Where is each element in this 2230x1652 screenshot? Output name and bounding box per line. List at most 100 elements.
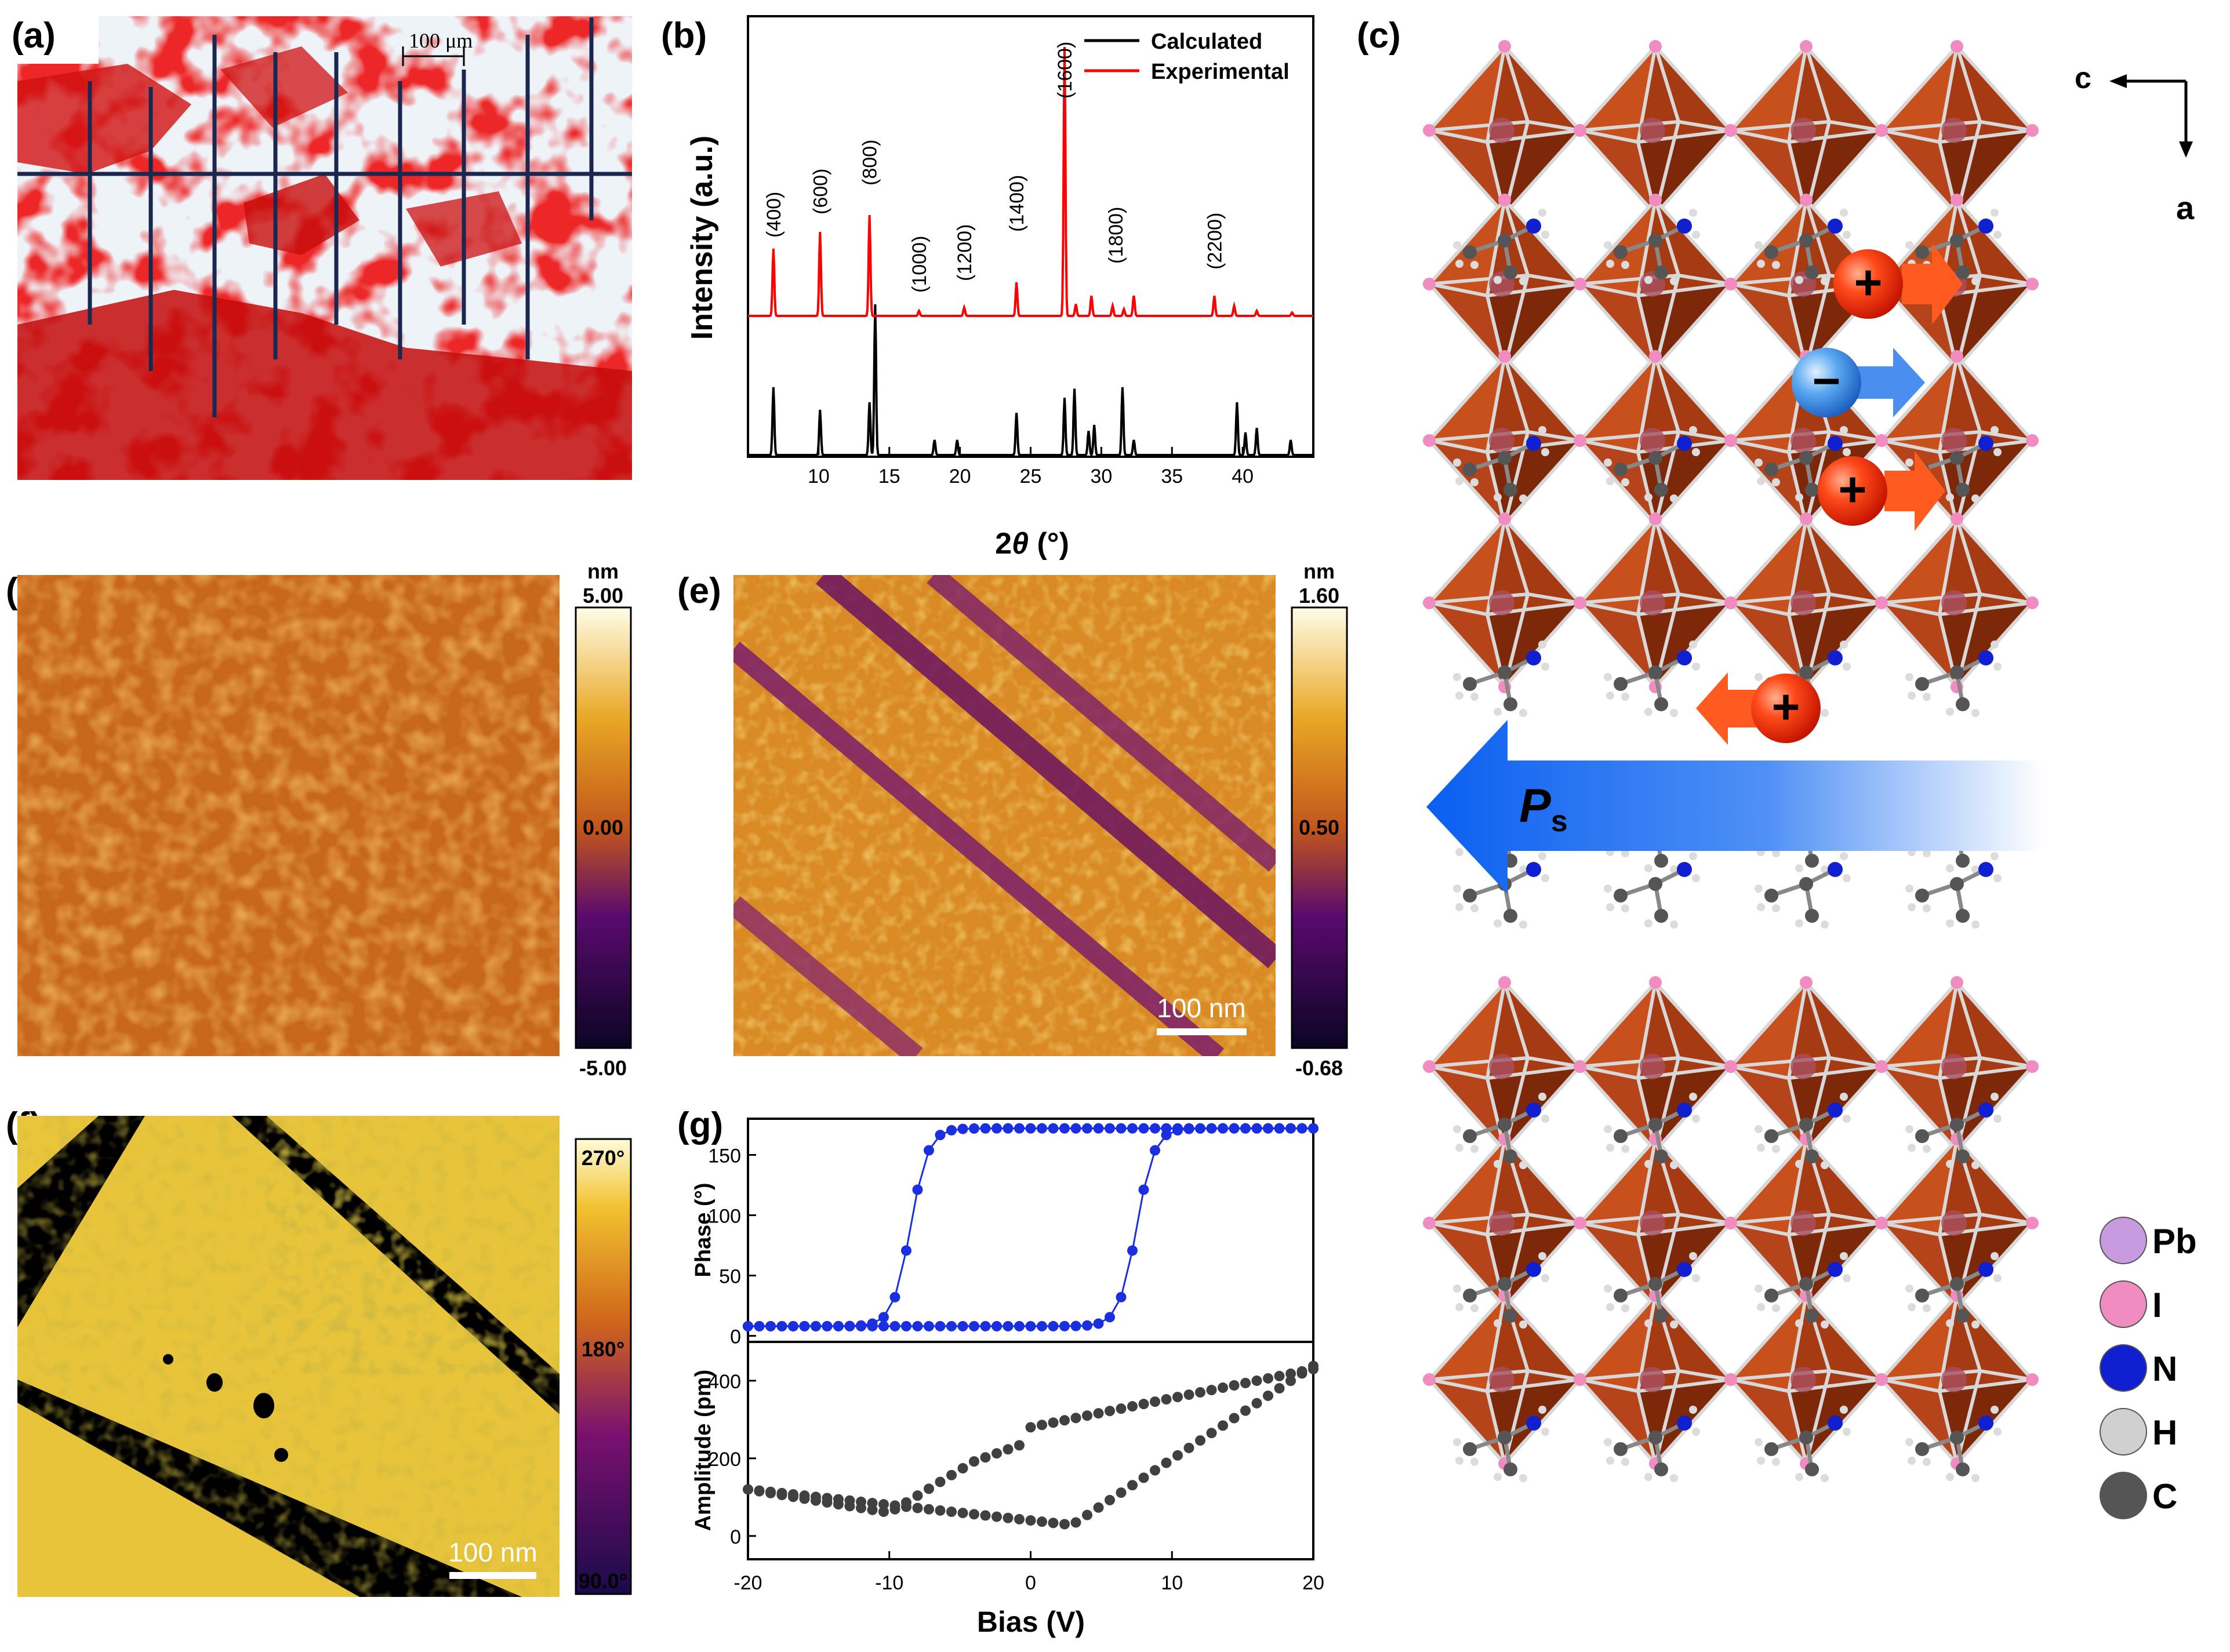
- phase-tick-label: 50: [719, 1266, 741, 1288]
- panel-label-b: (b): [661, 16, 707, 56]
- axes-indicator: c a: [2075, 61, 2195, 226]
- xrd-frame: [747, 15, 1314, 458]
- amplitude-point: [1195, 1387, 1205, 1398]
- colorbar-d-min: -5.00: [579, 1056, 627, 1080]
- organic-cation: [1905, 1406, 2002, 1482]
- organic-cation: [1453, 426, 1549, 503]
- xrd-tick-label: 30: [1090, 465, 1112, 487]
- phase-tick-label: 150: [708, 1145, 741, 1167]
- xrd-tick-label: 35: [1161, 465, 1183, 487]
- amplitude-point: [856, 1502, 866, 1513]
- plus-ion-2: +: [1818, 451, 1945, 531]
- xrd-tick-label: 25: [1020, 465, 1042, 487]
- svg-text:−: −: [1812, 354, 1840, 408]
- organic-cation: [1453, 641, 1549, 717]
- phase-tick-label: 0: [730, 1326, 741, 1348]
- xrd-peak-labels: (400) (600) (800) (1000) (1200) (1400) (1600) (…: [763, 42, 1226, 293]
- amplitude-point: [1274, 1370, 1285, 1381]
- scale-bar-a-label: 100 μm: [409, 29, 473, 52]
- amplitude-point: [946, 1507, 957, 1518]
- colorbar-d-mid: 0.00: [583, 816, 623, 839]
- legend-atom-label: C: [2152, 1477, 2177, 1516]
- pbi6-octahedron: [1423, 194, 1586, 374]
- colorbar-e-min: -0.68: [1295, 1056, 1343, 1080]
- amplitude-point: [991, 1511, 1002, 1522]
- amplitude-point: [1263, 1390, 1273, 1401]
- colorbar-f-max: 270°: [582, 1146, 624, 1170]
- xrd-tick-label: 10: [808, 465, 830, 487]
- axis-c-label: c: [2075, 61, 2091, 95]
- amplitude-point: [1308, 1363, 1319, 1374]
- pfm-phase-image: [17, 1116, 560, 1597]
- amplitude-point: [946, 1469, 957, 1480]
- amplitude-y-axis-label: Amplitude (pm): [691, 1370, 716, 1531]
- organic-cation: [1604, 641, 1700, 717]
- xrd-x-ticks: 10 15 20 25 30 35 40: [808, 447, 1254, 487]
- svg-text:+: +: [1838, 462, 1866, 516]
- amplitude-point: [1003, 1444, 1014, 1455]
- pbi6-octahedron: [1423, 350, 1586, 531]
- amplitude-point: [1229, 1380, 1240, 1391]
- amplitude-point: [1025, 1515, 1036, 1526]
- colorbar-e: [1291, 606, 1348, 1049]
- svg-text:+: +: [1854, 255, 1882, 310]
- pbi6-octahedron: [1574, 976, 1737, 1157]
- amplitude-point: [1116, 1403, 1127, 1414]
- organic-cation: [1755, 852, 1851, 929]
- amplitude-point: [1116, 1487, 1127, 1498]
- pbi6-octahedron: [1574, 40, 1737, 221]
- amplitude-plot-frame: [747, 1341, 1314, 1560]
- svg-text:+: +: [1771, 679, 1800, 734]
- amplitude-point: [935, 1505, 946, 1516]
- organic-cation: [1604, 209, 1700, 285]
- pbi6-octahedron: [1574, 512, 1737, 693]
- amplitude-point: [1296, 1366, 1308, 1377]
- bias-tick-label: -20: [733, 1572, 762, 1594]
- amplitude-point: [1229, 1413, 1240, 1424]
- ps-label: Ps: [1519, 780, 1568, 838]
- phase-plot-frame: [747, 1118, 1314, 1343]
- colorbar-d-max: 5.00: [583, 584, 623, 607]
- organic-cation: [1604, 426, 1700, 503]
- amplitude-point: [776, 1490, 787, 1501]
- panel-label-c: (c): [1357, 16, 1401, 56]
- pbi6-octahedron: [1724, 40, 1888, 221]
- amplitude-point: [1059, 1519, 1070, 1530]
- amplitude-point: [1206, 1428, 1217, 1439]
- bias-tick-label: 20: [1302, 1572, 1324, 1594]
- pbi6-octahedron: [1724, 512, 1888, 693]
- pbi6-octahedron: [1875, 1289, 2039, 1470]
- amplitude-point: [1127, 1401, 1138, 1412]
- amplitude-point: [1218, 1382, 1228, 1393]
- label-background: [12, 12, 99, 64]
- xrd-line-calculated: [748, 304, 1313, 457]
- legend-atom-label: N: [2152, 1349, 2177, 1388]
- pbi6-octahedron: [1875, 40, 2039, 221]
- legend-atom-c-icon: [2100, 1472, 2147, 1519]
- amplitude-point: [833, 1499, 844, 1510]
- panel-d: (d) nm 5.00 0.00 -5.00: [6, 559, 632, 1080]
- amplitude-point: [1251, 1375, 1262, 1386]
- pbi6-octahedron: [1724, 976, 1888, 1157]
- colorbar-d: [575, 606, 632, 1049]
- legend-atom-label: Pb: [2152, 1222, 2197, 1261]
- amplitude-point: [980, 1510, 991, 1521]
- amplitude-point: [1093, 1502, 1104, 1513]
- legend-atom-i-icon: [2100, 1280, 2147, 1328]
- amplitude-point: [1218, 1420, 1228, 1431]
- colorbar-e-max: 1.60: [1299, 584, 1339, 607]
- amplitude-tick-label: 0: [730, 1526, 741, 1548]
- panel-a: (a) 100 μm: [12, 12, 632, 480]
- organic-cation: [1453, 209, 1549, 285]
- amplitude-point: [1150, 1396, 1160, 1407]
- amplitude-point: [1161, 1457, 1172, 1468]
- bias-tick-label: -10: [875, 1572, 903, 1594]
- bias-tick-label: 10: [1161, 1572, 1183, 1594]
- amplitude-point: [912, 1502, 923, 1513]
- amplitude-tick-label: 400: [708, 1371, 741, 1393]
- plus-ion-3: +: [1696, 672, 1821, 745]
- legend-atom-pb-icon: [2100, 1217, 2147, 1264]
- colorbar-e-unit: nm: [1303, 559, 1335, 583]
- amplitude-point: [1093, 1408, 1104, 1419]
- micrograph-grid: [17, 17, 632, 417]
